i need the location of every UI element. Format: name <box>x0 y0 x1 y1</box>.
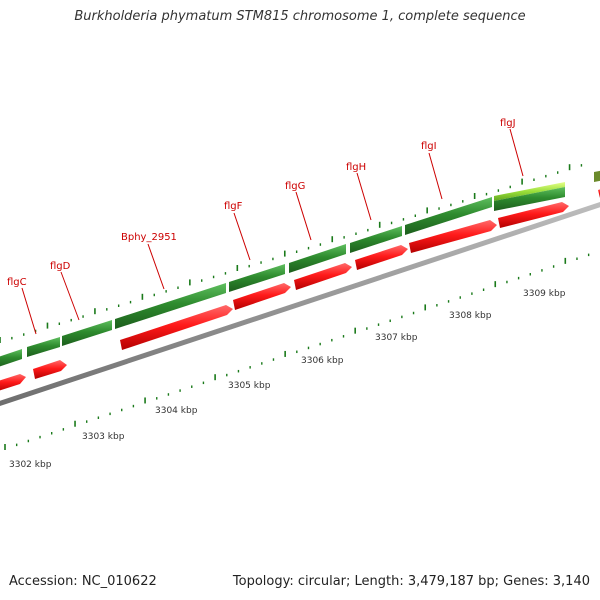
gene-label-flgH[interactable]: flgH <box>346 162 366 173</box>
gene-label-flgC[interactable]: flgC <box>7 277 27 288</box>
gene-block[interactable] <box>289 244 346 273</box>
gene-block[interactable] <box>0 349 22 368</box>
accession-text: Accession: NC_010622 <box>9 574 157 589</box>
kbp-label: 3303 kbp <box>82 432 125 442</box>
label-pointer <box>233 212 251 261</box>
label-pointer <box>60 271 80 321</box>
gene-block-highlight[interactable] <box>494 182 565 201</box>
cds-arrow[interactable] <box>233 283 291 310</box>
kbp-label: 3307 kbp <box>375 333 418 343</box>
label-pointer <box>509 128 524 177</box>
gene-block-partial[interactable] <box>594 170 600 182</box>
cds-arrow[interactable] <box>0 374 26 392</box>
gene-block[interactable] <box>405 197 492 235</box>
map-title: Burkholderia phymatum STM815 chromosome … <box>74 9 526 24</box>
gene-block[interactable] <box>494 187 565 211</box>
cds-arrow[interactable] <box>355 245 408 270</box>
backbone-track <box>0 202 600 406</box>
gene-label-flgJ[interactable]: flgJ <box>500 118 516 129</box>
label-pointer <box>21 287 37 335</box>
gene-block[interactable] <box>350 226 402 253</box>
kbp-label: 3304 kbp <box>155 406 198 416</box>
gene-label-flgG[interactable]: flgG <box>285 181 305 192</box>
gene-block[interactable] <box>115 283 226 329</box>
cds-arrow[interactable] <box>120 305 233 350</box>
gene-label-bphy-2951[interactable]: Bphy_2951 <box>121 232 177 243</box>
gene-track <box>0 170 600 368</box>
gene-block[interactable] <box>62 320 112 346</box>
topology-text: Topology: circular; Length: 3,479,187 bp… <box>232 574 590 589</box>
gene-label-flgI[interactable]: flgI <box>421 141 437 152</box>
tick-row-upper <box>0 164 583 343</box>
kbp-label: 3306 kbp <box>301 356 344 366</box>
label-pointer <box>147 243 165 290</box>
kbp-label: 3302 kbp <box>9 460 52 470</box>
gene-labels: flgC flgD Bphy_2951 flgF flgG flgH flgI … <box>7 118 524 335</box>
label-pointer <box>356 172 372 221</box>
kbp-label: 3308 kbp <box>449 311 492 321</box>
cds-arrow[interactable] <box>498 202 569 228</box>
label-pointer <box>295 191 312 241</box>
cds-arrow[interactable] <box>294 263 352 290</box>
cds-arrow[interactable] <box>33 360 67 379</box>
cds-arrow[interactable] <box>409 220 497 253</box>
kbp-label: 3305 kbp <box>228 381 271 391</box>
gene-label-flgD[interactable]: flgD <box>50 261 71 272</box>
gene-block[interactable] <box>229 264 285 292</box>
label-pointer <box>428 152 443 200</box>
cds-track <box>0 189 600 392</box>
gene-block[interactable] <box>27 337 60 357</box>
tick-row-lower <box>4 253 590 450</box>
gene-label-flgF[interactable]: flgF <box>224 201 243 212</box>
kbp-label: 3309 kbp <box>523 289 566 299</box>
scale-labels: 3302 kbp 3303 kbp 3304 kbp 3305 kbp 3306… <box>9 289 566 470</box>
